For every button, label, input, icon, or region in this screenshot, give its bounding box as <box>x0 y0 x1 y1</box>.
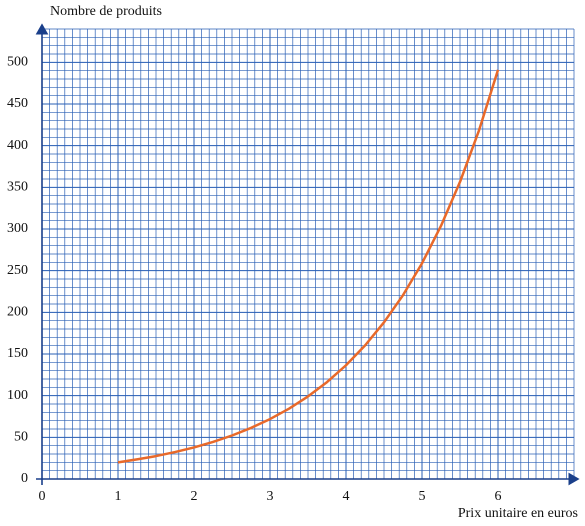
y-tick-label: 400 <box>7 138 28 153</box>
y-tick-label: 50 <box>14 430 28 445</box>
x-tick-label: 3 <box>267 489 274 504</box>
y-tick-label: 300 <box>7 221 28 236</box>
y-tick-label: 200 <box>7 305 28 320</box>
x-tick-label: 0 <box>39 489 46 504</box>
x-tick-label: 4 <box>343 489 350 504</box>
y-tick-label: 450 <box>7 96 28 111</box>
grid <box>41 28 575 480</box>
x-tick-label: 2 <box>191 489 198 504</box>
marks <box>117 69 500 464</box>
y-tick-label: 100 <box>7 388 28 403</box>
x-tick-label: 1 <box>115 489 122 504</box>
y-tick-label: 350 <box>7 180 28 195</box>
curve <box>117 69 500 464</box>
y-axis-title: Nombre de produits <box>50 4 162 19</box>
y-tick-label: 250 <box>7 263 28 278</box>
y-tick-label: 0 <box>21 471 28 486</box>
x-tick-label: 6 <box>495 489 502 504</box>
y-tick-label: 150 <box>7 346 28 361</box>
x-tick-label: 5 <box>419 489 426 504</box>
y-tick-label: 500 <box>7 55 28 70</box>
x-axis-title: Prix unitaire en euros <box>458 506 578 521</box>
axes: 0 1 2 3 4 5 6 0 50 100 150 200 250 300 350 400 450 500 <box>7 23 580 504</box>
